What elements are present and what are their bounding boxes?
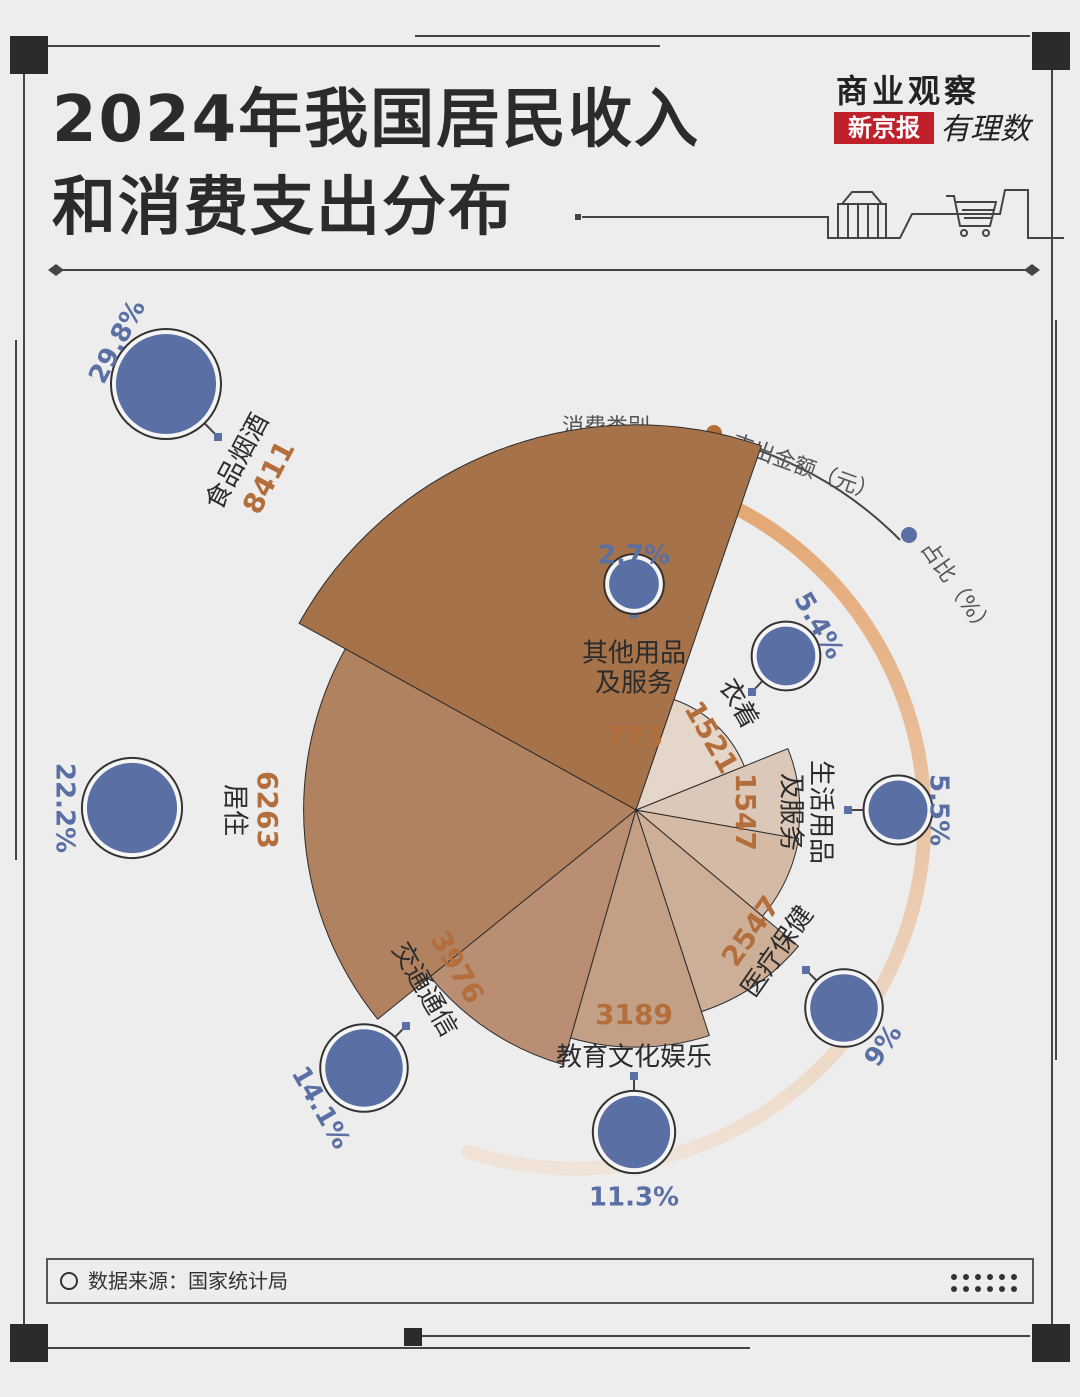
page-title: 2024年我国居民收入 和消费支出分布 xyxy=(52,76,700,252)
title-line-1: 2024年我国居民收入 xyxy=(52,83,701,157)
brand-logo: 新京报 xyxy=(834,112,934,144)
title-line-2: 和消费支出分布 xyxy=(52,171,514,245)
sector-transport xyxy=(429,808,637,1066)
source-text: 数据来源：国家统计局 xyxy=(88,1269,288,1293)
share-bubble-food xyxy=(116,334,216,434)
amount-label-housing: 6263 xyxy=(251,771,284,849)
amount-label-other: 773 xyxy=(605,720,663,753)
share-label-household: 5.5% xyxy=(924,774,954,846)
category-label-housing: 居住 xyxy=(220,784,250,836)
circle-icon xyxy=(60,1272,78,1290)
sector-medical xyxy=(634,808,800,1013)
sector-housing xyxy=(303,648,637,1020)
sector-household xyxy=(634,809,800,917)
share-bubble-medical xyxy=(810,974,878,1042)
sector-other xyxy=(635,698,745,811)
shopping-cart-icon xyxy=(946,195,998,237)
legend-share-marker xyxy=(901,527,917,543)
share-label-other: 2.7% xyxy=(598,541,670,571)
share-label-housing: 22.2% xyxy=(50,763,80,853)
brand-handwritten: 有理数 xyxy=(940,112,1030,147)
amount-label-household: 1547 xyxy=(729,773,762,851)
share-bubble-transport xyxy=(325,1029,403,1107)
share-bubble-housing xyxy=(86,762,178,854)
connector-marker-transport xyxy=(402,1022,410,1030)
source-note: 数据来源：国家统计局 xyxy=(60,1266,288,1296)
category-label-other: 其他用品及服务 xyxy=(582,638,686,698)
connector-marker-education xyxy=(630,1072,638,1080)
category-label-household: 生活用品及服务 xyxy=(776,760,836,864)
amount-label-education: 3189 xyxy=(595,998,673,1031)
sector-education xyxy=(570,808,710,1048)
connector-marker-food xyxy=(214,433,222,441)
building-icon xyxy=(837,191,887,239)
source-bar xyxy=(46,1258,1034,1304)
share-label-education: 11.3% xyxy=(589,1183,679,1213)
share-bubble-clothing xyxy=(756,626,816,686)
share-bubble-education xyxy=(597,1095,671,1169)
category-label-education: 教育文化娱乐 xyxy=(556,1043,712,1073)
connector-marker-clothing xyxy=(748,688,756,696)
connector-marker-household xyxy=(844,806,852,814)
share-bubble-household xyxy=(868,780,928,840)
brand-column-name: 商业观察 xyxy=(836,72,981,110)
sector-clothing xyxy=(634,747,801,840)
share-bubble-other xyxy=(609,559,659,609)
sector-food xyxy=(298,424,763,811)
connector-marker-medical xyxy=(802,966,810,974)
legend-share-label: 占比（%） xyxy=(915,537,998,641)
